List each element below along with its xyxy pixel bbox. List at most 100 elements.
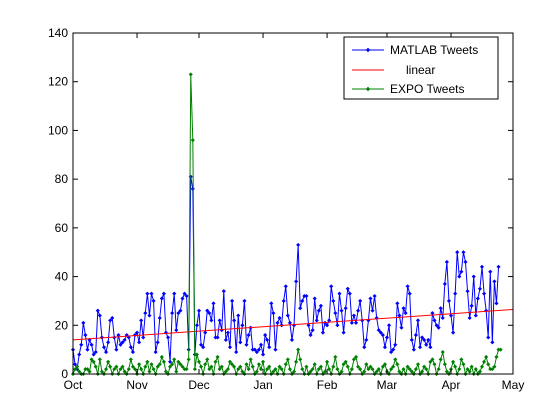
data-point-expo-tweets (333, 354, 338, 360)
data-point-matlab-tweets (85, 347, 90, 352)
data-point-expo-tweets (469, 364, 474, 369)
data-point-matlab-tweets (304, 293, 309, 299)
data-point-matlab-tweets (492, 279, 497, 284)
data-point-expo-tweets (99, 369, 105, 374)
y-tick-label: 80 (55, 172, 69, 186)
data-point-matlab-tweets (221, 289, 226, 294)
data-point-expo-tweets (244, 362, 249, 367)
data-point-expo-tweets (498, 347, 503, 352)
data-point-expo-tweets (74, 364, 80, 369)
data-point-expo-tweets (490, 366, 495, 372)
data-point-expo-tweets (432, 362, 437, 367)
data-point-expo-tweets (453, 364, 458, 369)
axes-layer (72, 32, 514, 375)
data-point-matlab-tweets (93, 349, 98, 355)
data-point-expo-tweets (77, 369, 82, 374)
data-point-expo-tweets (149, 362, 154, 367)
data-point-matlab-tweets (469, 303, 474, 308)
data-point-expo-tweets (267, 364, 272, 369)
data-point-expo-tweets (103, 366, 109, 372)
data-point-matlab-tweets (415, 318, 421, 323)
data-point-expo-tweets (176, 359, 181, 364)
x-tick-label: May (502, 378, 525, 392)
data-point-expo-tweets (240, 369, 245, 374)
data-point-matlab-tweets (143, 310, 148, 316)
data-point-matlab-tweets (165, 335, 171, 340)
data-point-matlab-tweets (479, 264, 485, 269)
data-point-matlab-tweets (473, 313, 478, 318)
data-point-matlab-tweets (147, 313, 152, 318)
data-point-matlab-tweets (434, 323, 439, 328)
data-point-matlab-tweets (285, 313, 290, 318)
data-point-expo-tweets (380, 364, 386, 369)
data-point-expo-tweets (157, 362, 162, 367)
data-point-matlab-tweets (234, 349, 239, 355)
data-point-matlab-tweets (194, 323, 200, 328)
y-tick-label: 40 (55, 270, 69, 284)
data-point-expo-tweets (438, 357, 443, 362)
data-point-matlab-tweets (306, 323, 311, 328)
data-point-expo-tweets (481, 359, 487, 364)
data-point-matlab-tweets (231, 318, 237, 323)
legend: MATLAB Tweets linear EXPO Tweets (343, 36, 499, 100)
data-point-matlab-tweets (141, 335, 146, 340)
data-point-matlab-tweets (459, 269, 464, 274)
data-point-matlab-tweets (289, 337, 295, 343)
data-point-matlab-tweets (170, 310, 175, 316)
data-point-matlab-tweets (145, 291, 150, 296)
data-point-expo-tweets (231, 364, 237, 369)
data-point-matlab-tweets (376, 328, 381, 333)
data-point-expo-tweets (376, 366, 381, 372)
data-point-expo-tweets (91, 359, 96, 364)
data-point-expo-tweets (213, 359, 218, 364)
data-point-expo-tweets (136, 362, 142, 367)
data-point-expo-tweets (479, 364, 485, 369)
data-point-expo-tweets (97, 357, 103, 362)
data-point-matlab-tweets (217, 318, 222, 323)
data-point-expo-tweets (318, 364, 324, 369)
data-point-expo-tweets (139, 366, 144, 372)
series-expo-tweets (70, 72, 503, 377)
data-point-matlab-tweets (260, 352, 266, 357)
data-point-matlab-tweets (89, 342, 94, 347)
data-point-matlab-tweets (461, 250, 466, 255)
data-point-expo-tweets (108, 364, 113, 369)
data-point-matlab-tweets (331, 298, 336, 304)
y-tick-label: 0 (61, 367, 68, 381)
data-point-expo-tweets (486, 362, 491, 367)
data-point-matlab-tweets (122, 337, 127, 343)
data-point-matlab-tweets (205, 308, 210, 313)
data-point-matlab-tweets (467, 315, 472, 321)
data-point-expo-tweets (132, 366, 138, 372)
data-point-matlab-tweets (310, 328, 315, 333)
x-tick-label: Oct (64, 378, 83, 392)
x-tick-label: Jan (253, 378, 272, 392)
data-point-matlab-tweets (419, 335, 425, 340)
legend-label-linear: linear (406, 63, 435, 77)
data-point-matlab-tweets (382, 345, 388, 350)
data-point-matlab-tweets (405, 284, 410, 289)
data-point-matlab-tweets (316, 308, 321, 313)
data-point-expo-tweets (122, 369, 127, 374)
data-point-expo-tweets (339, 369, 344, 374)
data-point-expo-tweets (105, 359, 111, 364)
data-point-matlab-tweets (254, 349, 260, 355)
x-tick-label: Nov (126, 378, 147, 392)
data-point-matlab-tweets (172, 291, 177, 296)
data-point-matlab-tweets (384, 335, 390, 340)
data-point-expo-tweets (120, 364, 125, 369)
data-point-matlab-tweets (417, 345, 423, 350)
data-point-expo-tweets (159, 354, 164, 360)
data-point-expo-tweets (461, 362, 466, 367)
data-point-matlab-tweets (256, 347, 262, 352)
data-point-matlab-tweets (79, 342, 84, 347)
data-point-matlab-tweets (403, 310, 408, 316)
data-point-expo-tweets (364, 362, 369, 367)
data-point-expo-tweets (355, 364, 361, 369)
data-point-expo-tweets (298, 357, 303, 362)
y-tick-label: 20 (55, 318, 69, 332)
data-point-expo-tweets (473, 366, 478, 372)
data-point-expo-tweets (277, 364, 282, 369)
data-point-matlab-tweets (118, 342, 123, 347)
data-point-expo-tweets (207, 366, 212, 372)
